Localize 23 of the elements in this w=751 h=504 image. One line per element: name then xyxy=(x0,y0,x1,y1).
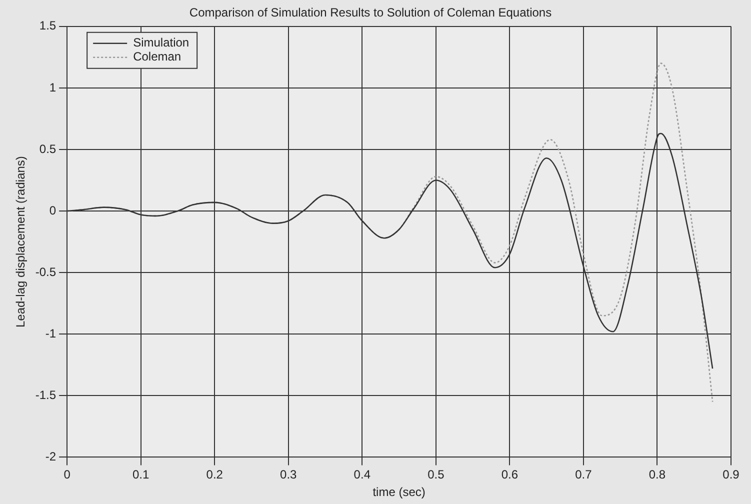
chart-title: Comparison of Simulation Results to Solution of Coleman Equations xyxy=(189,6,552,20)
legend-label: Simulation xyxy=(133,36,190,50)
x-tick-label: 0.8 xyxy=(648,468,666,482)
y-tick-label: 1.5 xyxy=(39,18,56,33)
x-tick-label: 0.3 xyxy=(280,468,298,482)
x-tick-label: 0.7 xyxy=(575,468,592,482)
y-tick-label: 1 xyxy=(49,80,56,94)
y-tick-label: 0.5 xyxy=(39,142,56,156)
x-tick-label: 0.1 xyxy=(132,468,150,482)
x-tick-label: 0.6 xyxy=(501,468,518,482)
x-tick-label: 0 xyxy=(64,468,71,482)
x-tick-label: 0.4 xyxy=(354,468,371,482)
y-tick-label: -1 xyxy=(45,326,56,340)
legend-label: Coleman xyxy=(133,50,182,64)
x-tick-label: 0.9 xyxy=(722,468,740,482)
y-tick-label: -2 xyxy=(45,450,56,464)
y-tick-label: 0 xyxy=(49,203,56,218)
y-tick-label: -1.5 xyxy=(35,388,56,402)
x-tick-label: 0.2 xyxy=(206,468,224,482)
x-tick-label: 0.5 xyxy=(428,468,445,482)
y-tick-label: -0.5 xyxy=(35,264,56,279)
y-axis-title: Lead-lag displacement (radians) xyxy=(14,156,28,328)
x-axis-title: time (sec) xyxy=(372,485,426,500)
